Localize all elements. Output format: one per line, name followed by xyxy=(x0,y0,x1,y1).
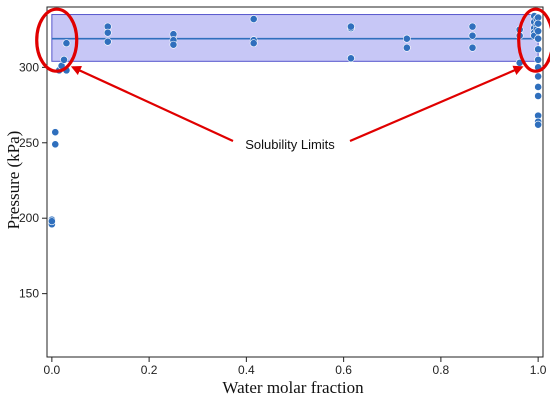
data-point xyxy=(534,120,543,129)
x-axis-label: Water molar fraction xyxy=(222,378,364,397)
data-point xyxy=(47,217,56,226)
data-point xyxy=(249,15,258,23)
data-point xyxy=(468,43,477,52)
data-point xyxy=(468,22,477,31)
x-tick-label: 0.8 xyxy=(433,363,450,377)
data-point xyxy=(534,19,543,28)
data-point xyxy=(534,27,543,36)
plot-border xyxy=(46,6,544,358)
axis-ticks: 0.0 0.2 0.4 0.6 0.8 1.0 150 200 250 300 xyxy=(19,60,547,377)
data-point xyxy=(347,22,355,31)
x-tick-label: 1.0 xyxy=(530,363,547,377)
annotation-arrow-left xyxy=(70,65,234,142)
data-point xyxy=(534,83,543,91)
data-point xyxy=(402,34,411,43)
data-point xyxy=(468,31,477,40)
solubility-limit-circle xyxy=(35,7,79,73)
data-point xyxy=(534,55,543,64)
x-tick-label: 0.0 xyxy=(44,363,61,377)
data-point xyxy=(534,45,543,54)
data-point xyxy=(534,72,543,81)
data-point xyxy=(534,92,543,100)
annotation-arrow-right xyxy=(349,65,524,143)
x-tick-label: 0.2 xyxy=(141,363,158,377)
data-point xyxy=(249,39,258,48)
data-point xyxy=(51,128,60,137)
data-point xyxy=(62,39,71,48)
x-tick-label: 0.4 xyxy=(238,363,255,377)
data-point xyxy=(347,54,355,63)
solubility-limit-circle xyxy=(517,7,550,73)
y-tick-label: 150 xyxy=(19,287,39,301)
plot-frame xyxy=(46,6,544,358)
annotation-layer xyxy=(35,7,550,143)
annotation-label: Solubility Limits xyxy=(245,137,335,152)
data-point xyxy=(169,40,178,49)
y-axis-label: Pressure (kPa) xyxy=(4,131,23,230)
y-tick-label: 200 xyxy=(19,211,39,225)
data-point xyxy=(103,28,112,37)
x-tick-label: 0.6 xyxy=(335,363,352,377)
data-point xyxy=(60,55,68,64)
y-tick-label: 250 xyxy=(19,136,39,150)
y-tick-label: 300 xyxy=(19,60,39,74)
data-point xyxy=(51,140,60,149)
data-point xyxy=(534,34,543,43)
data-points xyxy=(47,12,543,229)
data-point xyxy=(402,43,411,52)
data-point xyxy=(103,37,112,46)
